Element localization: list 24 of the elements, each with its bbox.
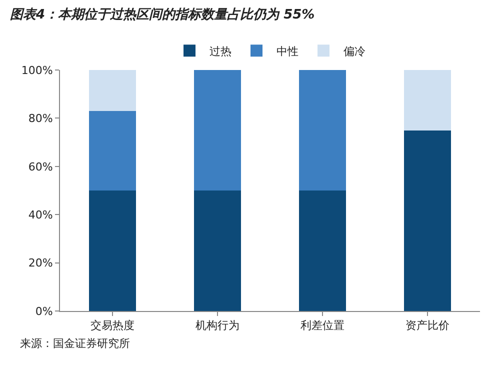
x-tick-label: 资产比价 xyxy=(406,319,450,332)
y-tick-label: 0% xyxy=(35,304,53,318)
legend-label: 偏冷 xyxy=(344,44,366,58)
y-tick-label: 60% xyxy=(28,160,53,174)
y-tick-label: 40% xyxy=(28,208,53,222)
y-tick-label: 80% xyxy=(28,112,53,126)
bar xyxy=(88,70,136,111)
legend-label: 中性 xyxy=(276,44,298,58)
bar xyxy=(298,190,346,311)
x-tick-label: 交易热度 xyxy=(90,319,134,332)
legend-label: 过热 xyxy=(210,44,232,58)
bar xyxy=(194,190,242,311)
bar xyxy=(298,70,346,190)
source-note: 来源：国金证券研究所 xyxy=(20,337,130,350)
x-tick-label: 机构行为 xyxy=(196,319,240,332)
bar xyxy=(194,70,242,190)
bar xyxy=(88,190,136,311)
bar xyxy=(88,110,136,190)
x-tick-label: 利差位置 xyxy=(300,319,344,332)
chart-title: 图表4：本期位于过热区间的指标数量占比仍为 55% xyxy=(10,7,315,22)
bar xyxy=(404,130,452,311)
bar xyxy=(404,70,452,130)
y-tick-label: 20% xyxy=(28,256,53,270)
y-tick-label: 100% xyxy=(21,64,53,77)
